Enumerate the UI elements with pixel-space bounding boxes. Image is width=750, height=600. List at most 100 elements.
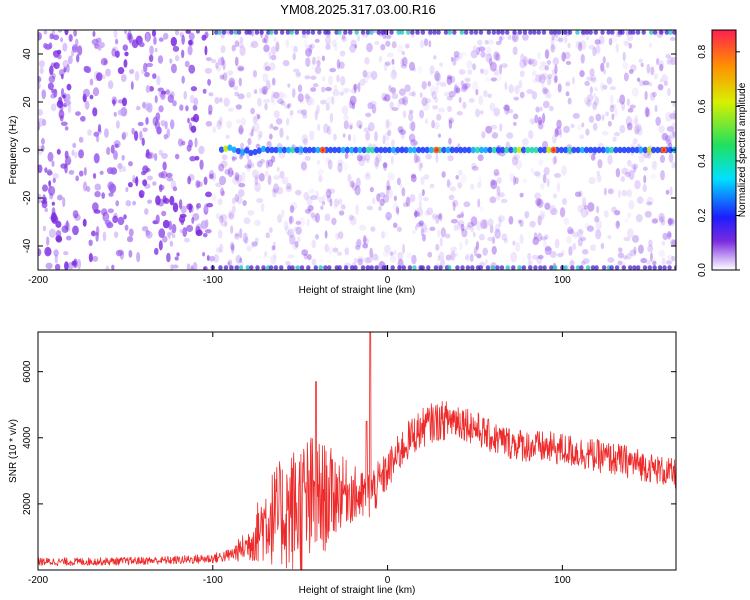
noise-blob [323, 123, 329, 134]
noise-blob [501, 233, 508, 241]
noise-blob [600, 242, 605, 250]
noise-blob [439, 62, 444, 67]
noise-blob [432, 55, 437, 60]
noise-blob [231, 154, 238, 160]
noise-blob [651, 160, 658, 171]
noise-blob [355, 240, 361, 248]
noise-blob [396, 177, 401, 186]
noise-blob [142, 127, 148, 132]
noise-blob [553, 155, 558, 164]
noise-blob [496, 72, 503, 82]
noise-blob [541, 80, 545, 91]
noise-blob [470, 225, 475, 233]
noise-blob [247, 209, 255, 216]
noise-blob [121, 97, 128, 107]
noise-blob [385, 34, 392, 39]
noise-blob [170, 119, 175, 130]
tonal-line-blob [500, 146, 506, 154]
edge-band-blob [590, 265, 596, 270]
noise-blob [227, 70, 234, 76]
noise-blob [84, 65, 92, 74]
tonal-line-blob [470, 146, 476, 154]
noise-blob [257, 134, 262, 141]
noise-blob [405, 196, 411, 207]
noise-blob [188, 32, 195, 41]
noise-blob [638, 244, 644, 254]
noise-blob [228, 212, 235, 220]
noise-blob [247, 159, 252, 169]
noise-blob [512, 46, 518, 56]
edge-band-blob [657, 265, 663, 270]
noise-blob [41, 144, 45, 152]
noise-blob [429, 85, 437, 95]
noise-blob [180, 220, 184, 226]
noise-blob [448, 117, 455, 124]
noise-blob [466, 69, 473, 75]
noise-blob [53, 88, 58, 98]
noise-blob [476, 46, 481, 56]
noise-blob [99, 170, 104, 175]
noise-blob [145, 101, 150, 112]
noise-blob [258, 172, 265, 182]
noise-blob [310, 194, 318, 201]
noise-blob [398, 97, 406, 105]
noise-blob [208, 169, 214, 177]
noise-blob [555, 126, 562, 136]
noise-blob [411, 254, 417, 265]
edge-band-blob [438, 265, 443, 270]
noise-blob [385, 119, 390, 129]
tonal-line-blob [579, 146, 585, 154]
noise-blob [378, 55, 383, 63]
tonal-line-blob [630, 146, 636, 154]
noise-blob [235, 254, 242, 264]
noise-blob [581, 196, 587, 208]
noise-blob [314, 234, 319, 240]
noise-blob [418, 161, 423, 172]
noise-blob [56, 194, 63, 201]
noise-blob [595, 44, 601, 55]
tonal-line-blob [424, 146, 430, 154]
noise-blob [592, 122, 598, 131]
tonal-line-blob [592, 146, 598, 154]
noise-blob [145, 117, 149, 125]
noise-blob [273, 252, 278, 260]
noise-blob [464, 77, 471, 82]
tonal-line-blob [613, 146, 619, 154]
noise-blob [354, 185, 361, 196]
edge-band-blob [273, 30, 279, 35]
tonal-line-blob [223, 145, 229, 152]
edge-band-blob [485, 265, 491, 270]
noise-blob [507, 34, 512, 41]
noise-blob [450, 56, 454, 62]
noise-blob [52, 172, 59, 180]
snr-x-tick-label: 0 [385, 575, 391, 586]
noise-blob [665, 53, 671, 59]
noise-blob [672, 130, 676, 138]
noise-blob [607, 234, 612, 240]
noise-blob [448, 90, 456, 98]
edge-band-blob [323, 265, 328, 270]
noise-blob [453, 50, 460, 58]
noise-blob [601, 114, 605, 121]
noise-blob [316, 56, 321, 63]
noise-blob [76, 54, 80, 63]
noise-blob [196, 181, 203, 188]
noise-blob [229, 80, 235, 88]
tonal-line-blob [667, 146, 674, 154]
noise-blob [202, 252, 206, 257]
noise-blob [136, 105, 141, 111]
noise-blob [541, 72, 548, 81]
edge-band-blob [343, 265, 349, 270]
noise-blob [91, 255, 99, 262]
noise-blob [659, 220, 664, 228]
edge-band-blob [532, 30, 537, 35]
noise-blob [477, 198, 481, 208]
noise-blob [475, 89, 479, 96]
noise-blob [509, 172, 515, 182]
noise-blob [42, 225, 47, 232]
noise-blob [316, 159, 321, 165]
noise-blob [235, 104, 242, 110]
noise-blob [576, 124, 583, 131]
noise-blob [228, 209, 233, 218]
noise-blob [383, 61, 388, 72]
